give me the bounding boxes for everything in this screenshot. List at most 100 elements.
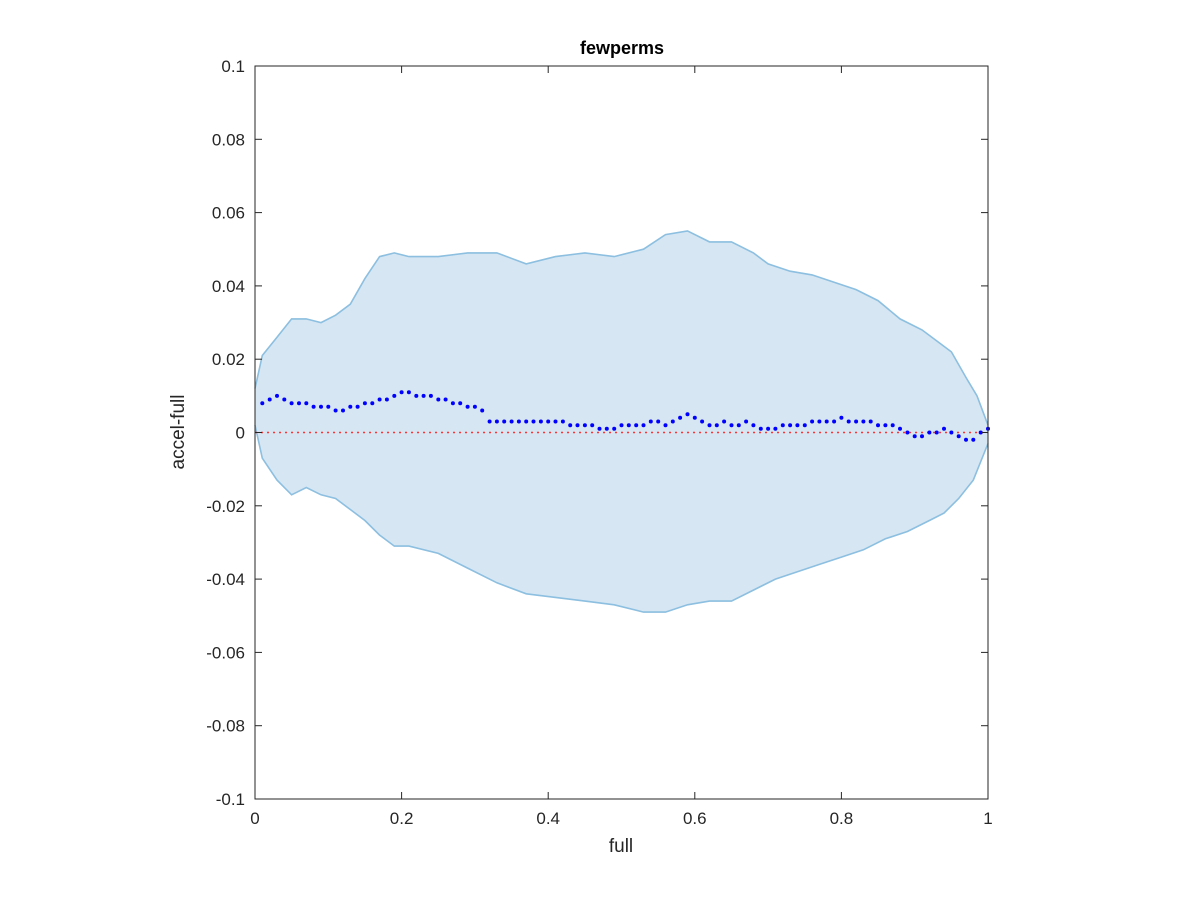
data-point <box>304 401 309 406</box>
x-tick-label: 0.6 <box>683 809 707 828</box>
band-lower-edge <box>254 425 989 613</box>
data-point <box>546 419 551 424</box>
data-point <box>568 423 573 428</box>
data-point <box>876 423 880 428</box>
data-point <box>275 393 279 398</box>
data-point <box>494 419 499 424</box>
data-point <box>443 397 448 402</box>
data-point <box>854 419 859 424</box>
data-point <box>619 423 624 428</box>
data-point <box>824 419 829 424</box>
data-point <box>685 412 690 417</box>
data-point <box>971 437 976 442</box>
data-point <box>516 419 521 424</box>
data-point <box>868 419 873 424</box>
x-tick-label: 0.2 <box>390 809 414 828</box>
data-point <box>472 404 477 409</box>
data-point <box>502 419 507 424</box>
y-tick-label: 0.04 <box>212 277 245 296</box>
data-point <box>707 423 712 428</box>
data-point <box>553 419 558 424</box>
plot-area <box>254 230 990 613</box>
data-point <box>524 419 529 424</box>
data-point <box>810 419 815 424</box>
data-point <box>846 419 851 424</box>
y-tick-label: -0.06 <box>206 643 245 662</box>
data-point <box>421 393 426 398</box>
data-point <box>436 397 441 402</box>
data-point <box>612 426 617 431</box>
y-axis-title: accel-full <box>168 395 189 470</box>
data-point <box>634 423 639 428</box>
data-point <box>788 423 793 428</box>
data-point <box>751 423 756 428</box>
data-point <box>714 423 719 428</box>
data-point <box>700 419 705 424</box>
data-point <box>538 419 543 424</box>
y-tick-label: -0.04 <box>206 570 245 589</box>
data-point <box>509 419 514 424</box>
data-point <box>722 419 727 424</box>
y-tick-label: 0.02 <box>212 350 245 369</box>
data-point <box>406 390 411 395</box>
data-point <box>978 430 983 435</box>
data-point <box>949 430 954 435</box>
data-point <box>956 434 961 439</box>
data-point <box>729 423 734 428</box>
data-point <box>648 419 653 424</box>
x-tick-label: 0.4 <box>536 809 560 828</box>
data-point <box>898 426 902 431</box>
data-point <box>678 415 683 420</box>
data-point <box>590 423 595 428</box>
data-point <box>670 419 675 424</box>
y-tick-label: 0.1 <box>221 57 245 76</box>
data-point <box>964 437 968 442</box>
data-point <box>626 423 631 428</box>
data-point <box>773 426 778 431</box>
data-point <box>839 415 844 420</box>
data-point <box>560 419 565 424</box>
data-point <box>861 419 866 424</box>
data-point <box>377 397 382 402</box>
data-point <box>297 401 301 406</box>
data-point <box>758 426 763 431</box>
data-point <box>744 419 749 424</box>
data-point <box>267 397 272 402</box>
data-point <box>392 393 397 398</box>
data-point <box>582 423 587 428</box>
data-point <box>333 408 338 413</box>
data-point <box>795 423 800 428</box>
data-point <box>384 397 389 402</box>
data-point <box>370 401 375 406</box>
data-point <box>766 426 771 431</box>
x-tick-label: 0.8 <box>830 809 854 828</box>
y-tick-label: -0.1 <box>216 790 245 809</box>
data-point <box>736 423 741 428</box>
data-point <box>311 404 316 409</box>
y-tick-label: 0 <box>236 424 245 443</box>
confidence-band-fill <box>255 230 988 613</box>
x-tick-label: 1 <box>983 809 992 828</box>
data-point <box>927 430 932 435</box>
data-point <box>905 430 910 435</box>
y-tick-label: -0.08 <box>206 717 245 736</box>
data-point <box>663 423 668 428</box>
data-point <box>883 423 888 428</box>
data-point <box>912 434 917 439</box>
data-point <box>399 390 404 395</box>
y-tick-label: 0.06 <box>212 204 245 223</box>
data-point <box>604 426 609 431</box>
data-point <box>326 404 331 409</box>
data-point <box>832 419 837 424</box>
data-point <box>890 423 895 428</box>
data-point <box>692 415 697 420</box>
data-point <box>656 419 661 424</box>
data-point <box>802 423 807 428</box>
data-point <box>414 393 419 398</box>
data-point <box>817 419 822 424</box>
data-point <box>428 393 433 398</box>
data-point <box>480 408 485 413</box>
data-point <box>348 404 353 409</box>
data-point <box>780 423 785 428</box>
